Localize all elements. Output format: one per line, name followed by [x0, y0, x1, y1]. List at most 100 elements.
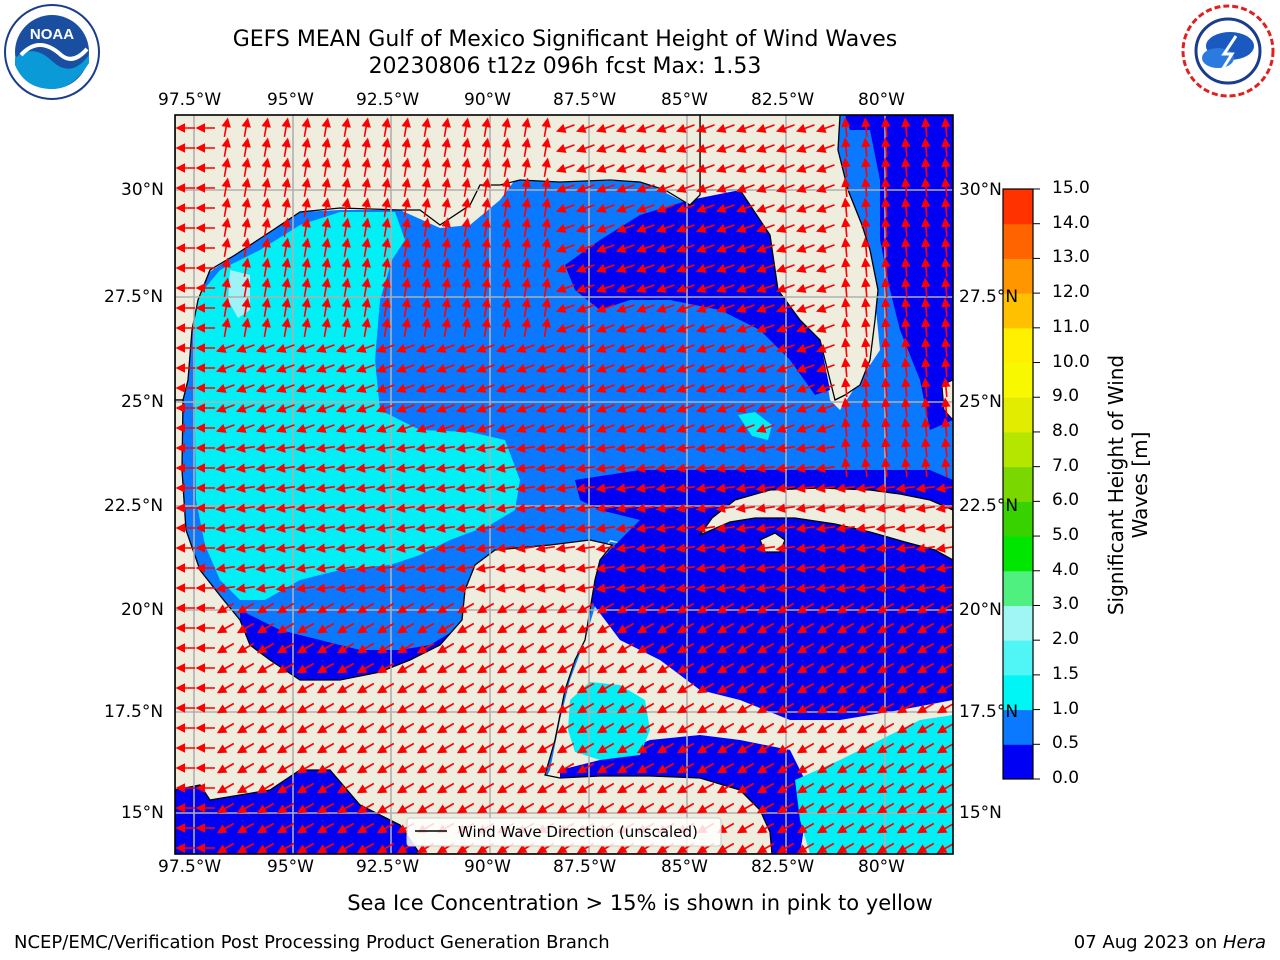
wind-wave-arrow — [435, 383, 455, 393]
lat-tick-left: 25°N — [121, 392, 164, 412]
wind-wave-arrow — [735, 543, 756, 553]
wind-wave-arrow — [421, 177, 431, 198]
wind-wave-arrow — [795, 303, 815, 313]
wind-wave-arrow — [555, 503, 576, 513]
wind-wave-arrow — [501, 257, 511, 278]
wind-wave-arrow — [755, 223, 775, 233]
wind-wave-arrow — [635, 403, 655, 413]
wind-wave-arrow — [335, 523, 356, 533]
wind-wave-arrow — [481, 137, 491, 158]
wind-wave-arrow — [795, 363, 815, 373]
wind-wave-arrow — [541, 157, 551, 178]
wind-wave-arrow — [775, 303, 795, 313]
wind-wave-arrows — [175, 117, 953, 854]
wind-wave-arrow — [481, 317, 491, 338]
wind-wave-arrow — [475, 483, 496, 493]
wind-wave-arrow — [841, 377, 851, 398]
high-wave-region-southeast — [795, 715, 953, 854]
wind-wave-arrow — [715, 543, 736, 553]
wind-wave-arrow — [535, 403, 555, 413]
wind-wave-arrow — [901, 177, 911, 198]
colorbar-tick-label: 7.0 — [1052, 455, 1080, 476]
lat-tick-left: 30°N — [121, 180, 164, 200]
wind-wave-arrow — [341, 297, 351, 318]
wind-wave-arrow — [921, 197, 931, 218]
wind-wave-arrow — [695, 403, 715, 413]
wind-wave-arrow — [795, 543, 816, 553]
footer-date: 07 Aug 2023 on Hera — [1074, 932, 1266, 953]
wind-wave-arrow — [355, 583, 376, 593]
wind-wave-arrow — [315, 383, 335, 393]
wind-wave-arrow — [941, 317, 951, 338]
wind-wave-arrow — [635, 463, 656, 473]
wind-wave-arrow — [595, 543, 616, 553]
wind-wave-arrow — [281, 317, 291, 338]
wind-wave-arrow — [501, 197, 511, 218]
wind-wave-arrow — [815, 303, 835, 313]
lon-tick-top: 82.5°W — [751, 90, 815, 110]
wind-wave-arrow — [455, 543, 476, 553]
chart-subtitle: 20230806 t12z 096h fcst Max: 1.53 — [368, 54, 762, 79]
wind-wave-arrow — [855, 503, 876, 513]
wind-wave-arrow — [941, 337, 951, 358]
wind-wave-arrow — [695, 263, 715, 273]
wind-wave-arrow — [795, 203, 815, 213]
wind-wave-arrow — [921, 317, 931, 338]
wind-wave-arrow — [775, 563, 796, 573]
wind-wave-arrow — [301, 317, 311, 338]
wind-wave-arrow — [355, 363, 375, 373]
wind-wave-arrow — [941, 237, 951, 258]
wind-wave-arrow — [755, 303, 775, 313]
wind-wave-arrow — [635, 563, 656, 573]
wind-wave-arrow — [715, 523, 736, 533]
wind-wave-arrow — [575, 223, 595, 233]
noaa-logo-icon: NOAA — [4, 4, 100, 100]
wind-wave-arrow — [455, 363, 475, 373]
wind-wave-arrow — [841, 457, 851, 478]
wind-wave-arrow — [495, 463, 516, 473]
wind-wave-arrow — [401, 197, 411, 218]
wind-wave-arrow — [395, 363, 415, 373]
wind-wave-arrow — [455, 343, 475, 353]
wind-wave-arrow — [575, 463, 596, 473]
wind-wave-arrow — [275, 523, 296, 533]
wind-wave-arrow — [915, 523, 936, 533]
wind-wave-arrow — [515, 343, 535, 353]
wind-wave-arrow — [755, 263, 775, 273]
colorbar-segment — [1003, 640, 1033, 676]
wind-wave-arrow — [321, 217, 331, 238]
wind-wave-arrow — [815, 363, 835, 373]
wind-wave-arrow — [815, 563, 836, 573]
wind-wave-arrow — [375, 363, 395, 373]
wind-wave-arrow — [841, 197, 851, 218]
wind-wave-arrow — [735, 443, 756, 453]
wind-wave-arrow — [301, 217, 311, 238]
wind-wave-arrow — [395, 383, 415, 393]
wind-wave-arrow — [915, 483, 936, 493]
wind-wave-arrow — [901, 377, 911, 398]
wind-wave-arrow — [881, 397, 891, 418]
wind-wave-arrow — [755, 443, 776, 453]
wind-wave-arrow — [735, 303, 755, 313]
lon-tick-top: 80°W — [858, 90, 905, 110]
wind-wave-arrow — [775, 203, 795, 213]
wind-wave-arrow — [775, 503, 796, 513]
wind-wave-arrow — [595, 443, 616, 453]
wind-wave-arrow — [815, 183, 835, 193]
wind-wave-arrow — [501, 237, 511, 258]
wind-wave-arrow — [635, 483, 656, 493]
wind-wave-arrow — [375, 443, 396, 453]
wind-wave-arrow — [735, 383, 755, 393]
wind-wave-arrow — [321, 117, 331, 138]
wind-wave-arrow — [655, 183, 675, 193]
wind-wave-arrow — [595, 363, 615, 373]
wind-wave-arrow — [395, 343, 415, 353]
wind-wave-arrow — [335, 363, 355, 373]
wind-wave-arrow — [635, 343, 655, 353]
wind-wave-arrow — [775, 163, 795, 173]
wind-wave-arrow — [675, 163, 695, 173]
colorbar — [1003, 188, 1040, 780]
wind-wave-arrow — [941, 397, 951, 418]
wind-wave-arrow — [901, 397, 911, 418]
wind-wave-arrow — [755, 343, 775, 353]
